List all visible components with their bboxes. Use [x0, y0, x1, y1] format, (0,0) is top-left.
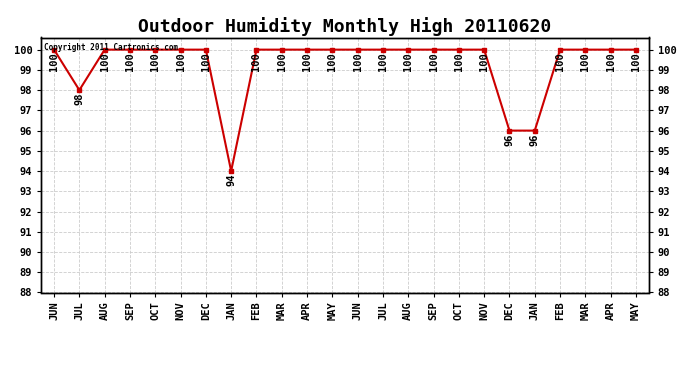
Text: 100: 100 [555, 53, 565, 71]
Text: 100: 100 [150, 53, 160, 71]
Text: 94: 94 [226, 174, 236, 186]
Text: 100: 100 [479, 53, 489, 71]
Text: 100: 100 [99, 53, 110, 71]
Text: 96: 96 [530, 134, 540, 146]
Text: 100: 100 [327, 53, 337, 71]
Text: 100: 100 [302, 53, 312, 71]
Text: 96: 96 [504, 134, 515, 146]
Text: 100: 100 [251, 53, 262, 71]
Title: Outdoor Humidity Monthly High 20110620: Outdoor Humidity Monthly High 20110620 [139, 17, 551, 36]
Text: 100: 100 [201, 53, 211, 71]
Text: 100: 100 [277, 53, 287, 71]
Text: 100: 100 [454, 53, 464, 71]
Text: Copyright 2011 Cartronics.com: Copyright 2011 Cartronics.com [44, 43, 179, 52]
Text: 100: 100 [353, 53, 363, 71]
Text: 100: 100 [428, 53, 439, 71]
Text: 100: 100 [378, 53, 388, 71]
Text: 100: 100 [631, 53, 641, 71]
Text: 98: 98 [75, 93, 84, 105]
Text: 100: 100 [49, 53, 59, 71]
Text: 100: 100 [403, 53, 413, 71]
Text: 100: 100 [606, 53, 615, 71]
Text: 100: 100 [125, 53, 135, 71]
Text: 100: 100 [175, 53, 186, 71]
Text: 100: 100 [580, 53, 591, 71]
